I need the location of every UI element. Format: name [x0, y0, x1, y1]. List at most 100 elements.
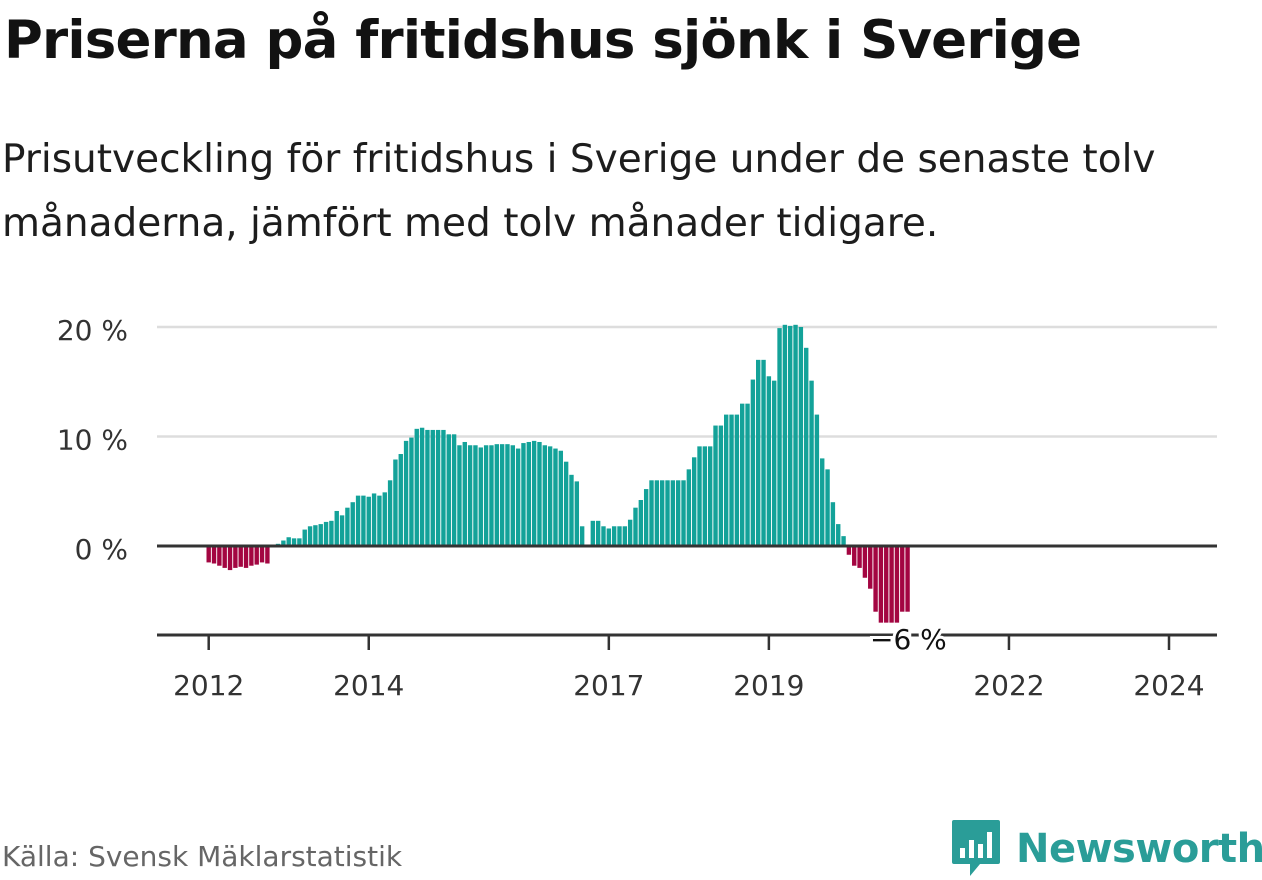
- axis-labels: 0 % 10 % 20 % 2012 2014 2017 2019 2022 2024 −6 %: [57, 314, 1205, 702]
- bar: [350, 502, 355, 546]
- bar: [355, 495, 361, 546]
- bar: [398, 454, 403, 546]
- last-value-label: −6 %: [870, 623, 947, 656]
- bar: [217, 546, 222, 566]
- source-note: Källa: Svensk Mäklarstatistik: [2, 840, 403, 873]
- bar: [697, 446, 702, 546]
- bar: [820, 458, 825, 546]
- bar: [313, 525, 318, 546]
- bar: [836, 524, 841, 546]
- bar: [499, 444, 505, 546]
- bar: [425, 429, 430, 546]
- bar: [846, 546, 852, 555]
- bar: [531, 440, 537, 546]
- bar: [345, 507, 350, 546]
- bar: [638, 500, 644, 546]
- bar: [537, 441, 542, 546]
- bar: [254, 546, 259, 565]
- bar: [681, 480, 686, 546]
- bar: [579, 526, 585, 546]
- x-tick-label: 2012: [173, 669, 244, 702]
- bar: [569, 474, 574, 546]
- bar: [414, 428, 419, 546]
- bar: [547, 446, 553, 546]
- bar: [606, 528, 612, 546]
- bar: [286, 537, 291, 546]
- bar: [339, 515, 345, 546]
- bar: [574, 481, 580, 546]
- bar: [814, 414, 820, 546]
- bar: [403, 440, 409, 546]
- bar: [302, 529, 307, 546]
- bar: [889, 546, 894, 623]
- bar: [718, 425, 724, 546]
- bar: [297, 538, 302, 546]
- bar: [510, 445, 515, 546]
- bar: [366, 496, 371, 546]
- bar: [462, 441, 467, 546]
- bar: [729, 414, 734, 546]
- bar: [521, 443, 526, 546]
- x-tick-label: 2017: [573, 669, 644, 702]
- bar: [446, 434, 451, 546]
- bar: [665, 480, 670, 546]
- bar: [457, 445, 462, 546]
- gridlines: [157, 325, 1217, 438]
- bar: [894, 546, 900, 623]
- bar: [435, 429, 441, 546]
- bar: [329, 520, 334, 546]
- bar: [804, 347, 809, 546]
- bar: [713, 425, 718, 546]
- bar: [782, 324, 788, 546]
- bar: [238, 546, 243, 567]
- bar: [377, 495, 382, 546]
- bar: [233, 546, 238, 568]
- bar: [745, 403, 750, 546]
- bar: [558, 450, 564, 546]
- bar: [323, 521, 329, 546]
- bar: [227, 546, 233, 571]
- bar: [798, 327, 804, 546]
- bar: [249, 546, 254, 566]
- bar: [852, 546, 857, 566]
- bar: [601, 526, 606, 546]
- bar: [675, 480, 681, 546]
- bar: [809, 380, 814, 546]
- bar: [766, 376, 772, 546]
- x-tick-label: 2024: [1133, 669, 1204, 702]
- bar: [900, 546, 905, 612]
- bar: [361, 495, 366, 546]
- bar: [702, 446, 708, 546]
- bar: [654, 480, 660, 546]
- newsworthy-logo[interactable]: Newsworthy: [950, 818, 1262, 880]
- chart-subtitle: Prisutveckling för fritidshus i Sverige …: [2, 137, 1156, 246]
- bar: [494, 444, 499, 546]
- bar: [419, 427, 425, 546]
- bar: [649, 480, 654, 546]
- bar: [857, 546, 862, 568]
- bar: [206, 546, 211, 563]
- bar: [307, 526, 313, 546]
- bar: [761, 359, 766, 546]
- bar: [750, 379, 756, 546]
- bar: [441, 429, 446, 546]
- bar: [211, 546, 217, 564]
- bars: [206, 324, 910, 623]
- bar: [489, 445, 494, 546]
- bar: [371, 493, 377, 546]
- x-tick-label: 2022: [973, 669, 1044, 702]
- bar: [627, 519, 633, 546]
- bar: [841, 536, 846, 546]
- x-tick-label: 2019: [733, 669, 804, 702]
- bar: [563, 461, 569, 546]
- bar: [686, 469, 692, 546]
- bar: [740, 403, 745, 546]
- bar: [334, 510, 339, 546]
- bar: [793, 324, 798, 546]
- bar: [868, 546, 873, 589]
- bar: [756, 359, 761, 546]
- bar: [387, 480, 393, 546]
- bar: [777, 328, 782, 546]
- y-tick-label: 10 %: [57, 424, 128, 457]
- bar: [691, 457, 697, 546]
